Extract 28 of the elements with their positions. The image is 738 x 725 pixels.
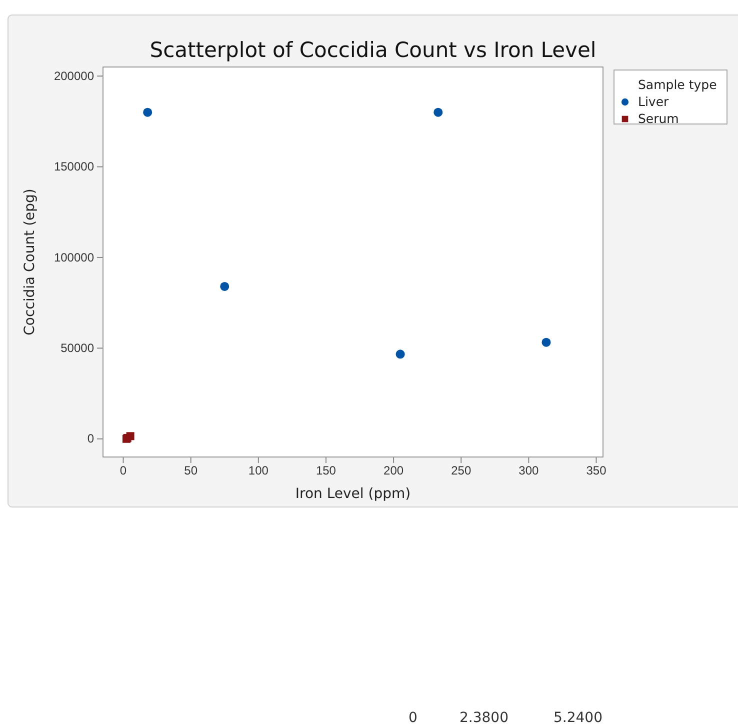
x-tick-label: 0 <box>120 464 127 478</box>
x-axis-title: Iron Level (ppm) <box>295 486 411 502</box>
y-tick-label: 200000 <box>54 68 94 83</box>
y-tick-label: 150000 <box>54 160 94 174</box>
chart-title: Scatterplot of Coccidia Count vs Iron Level <box>150 38 596 62</box>
x-tick-label: 250 <box>451 464 472 478</box>
y-axis-title: Coccidia Count (epg) <box>22 188 38 336</box>
point <box>542 338 551 347</box>
text: 5.2400 <box>554 710 602 725</box>
legend-label: Serum <box>638 111 679 126</box>
x-tick-label: 50 <box>184 464 198 478</box>
point <box>143 108 152 117</box>
x-tick-label: 150 <box>316 464 336 478</box>
x-tick-label: 350 <box>586 464 607 478</box>
legend-label: Liver <box>638 94 670 109</box>
x-tick-label: 200 <box>384 464 404 478</box>
x-tick-label: 300 <box>518 464 540 478</box>
y-tick-label: 0 <box>87 432 94 446</box>
point <box>434 108 443 117</box>
point <box>126 432 134 440</box>
legend-title: Sample type <box>638 77 718 92</box>
y-tick-label: 100000 <box>54 250 94 264</box>
point <box>396 350 405 359</box>
x-tick-label: 100 <box>248 464 269 478</box>
text: 0 <box>408 710 418 725</box>
point <box>220 282 230 291</box>
text: 2.3800 <box>460 710 508 725</box>
y-tick-label: 50000 <box>60 341 94 356</box>
